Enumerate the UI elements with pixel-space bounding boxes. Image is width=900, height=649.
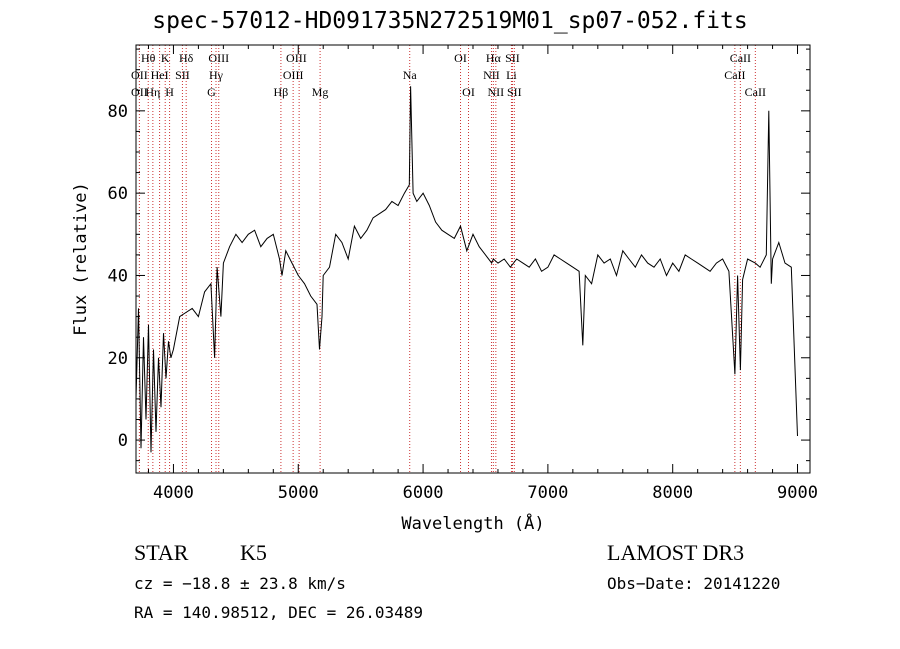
spectral-line-label: OIII xyxy=(208,51,229,65)
spectral-line-label: Mg xyxy=(312,85,329,99)
object-class: STAR xyxy=(134,540,189,565)
spectral-line-label: OIII xyxy=(283,68,304,82)
spectral-line-label: SII xyxy=(175,68,190,82)
spectral-line-label: Hη xyxy=(145,85,160,99)
x-tick-label: 7000 xyxy=(527,483,568,503)
spectral-line-label: Li xyxy=(506,68,517,82)
spectral-line-label: OII xyxy=(131,68,148,82)
y-tick-label: 0 xyxy=(118,431,128,451)
spectral-line-label: HeI xyxy=(151,68,169,82)
x-tick-label: 5000 xyxy=(278,483,319,503)
spectral-line-label: OIII xyxy=(286,51,307,65)
spectral-line-label: OII xyxy=(131,85,148,99)
spectral-line-label: H xyxy=(165,85,174,99)
y-axis-label: Flux (relative) xyxy=(71,182,91,336)
spectral-line-label: SII xyxy=(507,85,522,99)
spectral-line-label: Hα xyxy=(486,51,502,65)
spectral-line-label: OI xyxy=(462,85,475,99)
y-tick-label: 80 xyxy=(108,102,128,122)
spectral-line-label: NII xyxy=(483,68,500,82)
plot-frame xyxy=(135,44,811,474)
spectral-line-label: CaII xyxy=(745,85,766,99)
obs-date-text: Obs−Date: 20141220 xyxy=(607,574,781,593)
chart-title: spec-57012-HD091735N272519M01_sp07-052.f… xyxy=(152,8,748,34)
x-tick-label: 4000 xyxy=(153,483,194,503)
spectrum-line xyxy=(135,86,798,453)
x-tick-label: 6000 xyxy=(403,483,444,503)
x-tick-label: 8000 xyxy=(652,483,693,503)
y-tick-label: 40 xyxy=(108,266,128,286)
redshift-text: cz = −18.8 ± 23.8 km/s xyxy=(134,574,346,593)
x-tick-label: 9000 xyxy=(777,483,818,503)
spectral-line-label: OI xyxy=(454,51,467,65)
spectral-line-label: Na xyxy=(403,68,418,82)
coordinates-text: RA = 140.98512, DEC = 26.03489 xyxy=(134,603,423,622)
survey-label: LAMOST DR3 xyxy=(607,540,745,565)
spectral-line-label: G xyxy=(207,85,216,99)
spectral-line-label: SII xyxy=(505,51,520,65)
spectral-line-label: NII xyxy=(488,85,505,99)
spectral-line-label: Hθ xyxy=(141,51,156,65)
y-tick-label: 60 xyxy=(108,184,128,204)
spectral-line-label: CaII xyxy=(730,51,751,65)
spectral-line-label: CaII xyxy=(724,68,745,82)
object-subclass: K5 xyxy=(240,540,267,565)
spectral-line-label: K xyxy=(161,51,170,65)
spectral-line-label: Hγ xyxy=(209,68,224,82)
spectral-line-label: Hδ xyxy=(179,51,194,65)
y-tick-label: 20 xyxy=(108,349,128,369)
x-axis-label: Wavelength (Å) xyxy=(401,512,544,534)
spectral-line-label: Hβ xyxy=(274,85,289,99)
